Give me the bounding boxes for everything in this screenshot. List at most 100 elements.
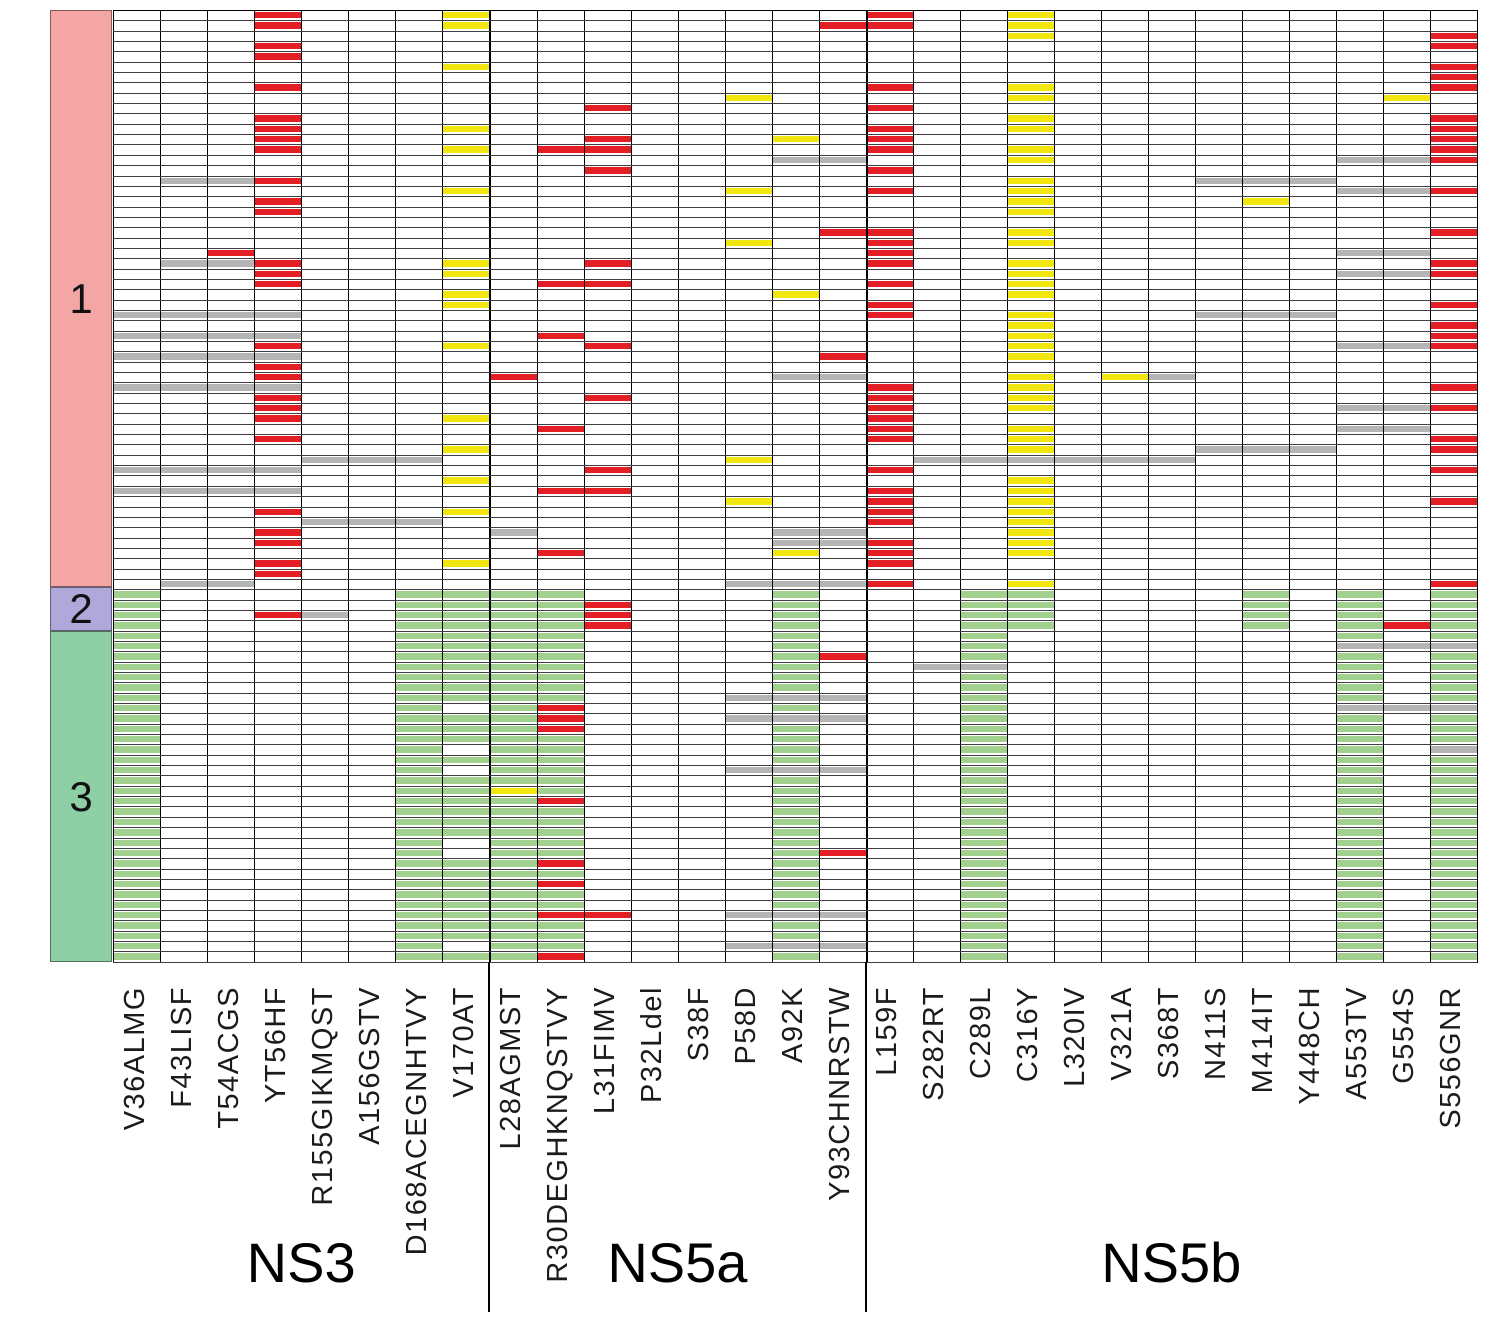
matrix-cell xyxy=(1195,910,1243,921)
matrix-cell xyxy=(1054,83,1102,93)
matrix-cell xyxy=(1383,248,1431,259)
matrix-cell xyxy=(583,155,631,166)
matrix-cell xyxy=(394,207,442,217)
matrix-cell xyxy=(159,559,207,569)
matrix-cell xyxy=(960,631,1008,641)
matrix-cell xyxy=(394,890,442,900)
matrix-cell xyxy=(1195,528,1243,538)
matrix-cell xyxy=(159,879,207,890)
matrix-cell xyxy=(1007,610,1055,621)
matrix-cell xyxy=(724,300,772,310)
matrix-cell xyxy=(113,362,160,373)
matrix-cell xyxy=(1289,673,1337,683)
matrix-cell xyxy=(630,52,678,62)
matrix-cell xyxy=(1289,766,1337,776)
matrix-cell xyxy=(1101,279,1149,290)
matrix-cell xyxy=(206,486,254,497)
matrix-cell xyxy=(1242,817,1290,828)
matrix-cell xyxy=(113,600,160,610)
matrix-cell xyxy=(677,859,725,869)
matrix-cell xyxy=(347,445,395,455)
matrix-cell xyxy=(583,559,631,569)
matrix-cell xyxy=(1336,300,1384,310)
matrix-cell xyxy=(583,435,631,445)
matrix-cell xyxy=(536,414,584,424)
matrix-cell xyxy=(394,797,442,807)
matrix-cell xyxy=(113,673,160,683)
matrix-cell xyxy=(441,52,489,62)
matrix-cell xyxy=(253,114,301,124)
matrix-cell xyxy=(1007,631,1055,641)
matrix-cell xyxy=(206,42,254,52)
matrix-cell xyxy=(865,259,914,269)
matrix-cell xyxy=(1148,786,1196,797)
matrix-cell xyxy=(771,910,819,921)
matrix-cell xyxy=(913,766,961,776)
matrix-cell xyxy=(583,548,631,559)
matrix-cell xyxy=(865,52,914,62)
matrix-cell xyxy=(300,838,348,848)
matrix-row xyxy=(113,786,1478,798)
matrix-cell xyxy=(536,745,584,755)
matrix-cell xyxy=(1430,290,1478,300)
matrix-cell xyxy=(113,548,160,559)
matrix-cell xyxy=(206,31,254,42)
matrix-cell xyxy=(960,931,1008,941)
matrix-cell xyxy=(441,83,489,93)
matrix-cell xyxy=(253,393,301,404)
matrix-cell xyxy=(583,745,631,755)
matrix-cell xyxy=(536,217,584,228)
matrix-cell xyxy=(630,155,678,166)
matrix-cell xyxy=(1007,859,1055,869)
matrix-cell xyxy=(1007,507,1055,517)
matrix-cell xyxy=(771,859,819,869)
matrix-cell xyxy=(583,879,631,890)
matrix-cell xyxy=(300,279,348,290)
matrix-cell xyxy=(1430,507,1478,517)
matrix-cell xyxy=(536,755,584,766)
matrix-cell xyxy=(960,548,1008,559)
matrix-cell xyxy=(771,673,819,683)
matrix-cell xyxy=(441,497,489,507)
matrix-cell xyxy=(536,331,584,341)
matrix-cell xyxy=(1289,393,1337,404)
matrix-cell xyxy=(1054,559,1102,569)
matrix-cell xyxy=(1336,331,1384,341)
matrix-cell xyxy=(865,31,914,42)
matrix-cell xyxy=(253,817,301,828)
matrix-cell xyxy=(536,207,584,217)
matrix-cell xyxy=(1101,310,1149,321)
column-label: Y448CH xyxy=(1294,986,1327,1105)
matrix-cell xyxy=(1148,176,1196,186)
matrix-cell xyxy=(394,497,442,507)
matrix-cell xyxy=(1336,238,1384,248)
matrix-cell xyxy=(347,404,395,414)
matrix-cell xyxy=(253,662,301,672)
matrix-cell xyxy=(1101,931,1149,941)
matrix-cell xyxy=(394,248,442,259)
matrix-cell xyxy=(253,879,301,890)
matrix-cell xyxy=(1054,621,1102,631)
matrix-cell xyxy=(960,11,1008,21)
matrix-cell xyxy=(253,466,301,476)
matrix-row xyxy=(113,362,1478,374)
matrix-cell xyxy=(677,166,725,176)
matrix-cell xyxy=(300,435,348,445)
matrix-cell xyxy=(1383,631,1431,641)
matrix-row xyxy=(113,383,1478,394)
matrix-row xyxy=(113,828,1478,839)
matrix-cell xyxy=(159,662,207,672)
matrix-cell xyxy=(1383,166,1431,176)
matrix-cell xyxy=(488,941,537,952)
matrix-cell xyxy=(159,786,207,797)
matrix-cell xyxy=(1383,548,1431,559)
matrix-cell xyxy=(913,797,961,807)
matrix-cell xyxy=(1430,621,1478,631)
matrix-cell xyxy=(1054,848,1102,859)
matrix-cell xyxy=(818,259,866,269)
matrix-cell xyxy=(1242,517,1290,528)
matrix-cell xyxy=(253,528,301,538)
matrix-cell xyxy=(1195,435,1243,445)
matrix-cell xyxy=(253,486,301,497)
matrix-cell xyxy=(1007,848,1055,859)
